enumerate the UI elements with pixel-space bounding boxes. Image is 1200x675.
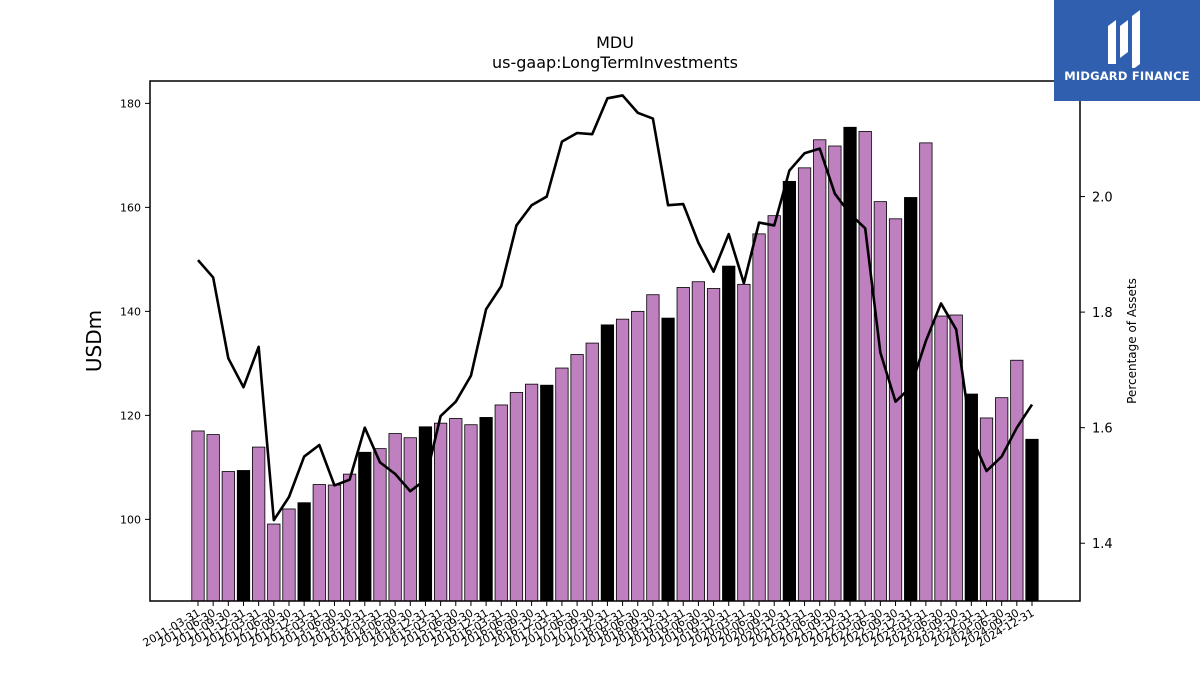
midgard-logo-icon bbox=[1108, 10, 1140, 68]
bar bbox=[358, 451, 372, 602]
bar bbox=[737, 283, 751, 602]
bar bbox=[676, 287, 690, 602]
bar bbox=[934, 315, 948, 602]
bar bbox=[206, 434, 220, 602]
plot-frame bbox=[149, 80, 1081, 602]
bar bbox=[631, 310, 645, 602]
bar bbox=[661, 317, 675, 602]
bar bbox=[797, 167, 812, 602]
bar bbox=[449, 418, 463, 602]
bar bbox=[919, 142, 933, 602]
bar bbox=[252, 446, 266, 602]
bar bbox=[312, 484, 326, 602]
bar bbox=[524, 383, 539, 602]
bar bbox=[282, 508, 296, 602]
bar bbox=[904, 197, 918, 602]
bar bbox=[221, 471, 235, 602]
bar bbox=[418, 426, 433, 602]
bar bbox=[433, 422, 448, 602]
bar bbox=[752, 233, 766, 602]
bar bbox=[722, 265, 736, 602]
bar bbox=[373, 448, 387, 602]
bar bbox=[995, 397, 1009, 602]
bar bbox=[570, 354, 584, 602]
bar bbox=[509, 392, 524, 602]
y-axis-right: 1.4 1.6 1.8 2.0 bbox=[1080, 191, 1113, 552]
bar bbox=[964, 393, 978, 602]
y-axis-left: 100 120 140 160 180 bbox=[120, 97, 150, 526]
bar bbox=[828, 145, 842, 602]
bar bbox=[1025, 438, 1039, 602]
bar-series bbox=[191, 126, 1039, 602]
line-path bbox=[197, 94, 1034, 522]
bar bbox=[600, 324, 615, 602]
bar bbox=[403, 437, 417, 602]
bar bbox=[585, 342, 599, 602]
y2-tick-label: 1.4 bbox=[1092, 537, 1113, 552]
bar bbox=[388, 433, 402, 602]
bar bbox=[979, 417, 994, 602]
chart-subtitle: us-gaap:LongTermInvestments bbox=[492, 53, 738, 72]
bar bbox=[494, 404, 508, 602]
y2-axis-label: Percentage of Assets bbox=[1125, 278, 1139, 404]
bar bbox=[191, 430, 205, 602]
bar bbox=[540, 384, 554, 602]
y-tick-label: 120 bbox=[120, 409, 141, 422]
midgard-logo: MIDGARD FINANCE bbox=[1054, 0, 1200, 101]
bar bbox=[858, 131, 872, 602]
bar bbox=[767, 215, 781, 602]
bar bbox=[615, 318, 630, 602]
y-tick-label: 140 bbox=[120, 305, 141, 318]
y2-tick-label: 1.8 bbox=[1092, 306, 1113, 321]
logo-text: MIDGARD FINANCE bbox=[1064, 69, 1190, 83]
bar bbox=[236, 470, 251, 602]
y2-tick-label: 2.0 bbox=[1092, 191, 1113, 206]
y-tick-label: 160 bbox=[120, 201, 141, 214]
bar bbox=[706, 288, 721, 602]
bar bbox=[646, 294, 660, 602]
bar bbox=[343, 473, 357, 602]
y-axis-label: USDm bbox=[82, 310, 106, 372]
x-axis: 2011-03-312011-06-302011-09-302011-12-31… bbox=[141, 601, 1037, 650]
bar bbox=[267, 523, 281, 602]
chart-title: MDU bbox=[596, 33, 634, 52]
bar bbox=[873, 201, 887, 602]
bar bbox=[691, 281, 706, 602]
y-tick-label: 180 bbox=[120, 97, 141, 110]
bar bbox=[813, 139, 827, 602]
bar bbox=[888, 218, 903, 602]
bar bbox=[297, 502, 311, 602]
y-tick-label: 100 bbox=[120, 513, 141, 526]
bar bbox=[479, 417, 493, 602]
bar bbox=[1010, 359, 1024, 602]
bar bbox=[555, 367, 569, 602]
bar bbox=[327, 484, 342, 602]
bar bbox=[464, 424, 478, 602]
line-series bbox=[197, 94, 1034, 522]
bar bbox=[782, 180, 796, 602]
y2-tick-label: 1.6 bbox=[1092, 422, 1113, 437]
bar bbox=[843, 126, 857, 602]
